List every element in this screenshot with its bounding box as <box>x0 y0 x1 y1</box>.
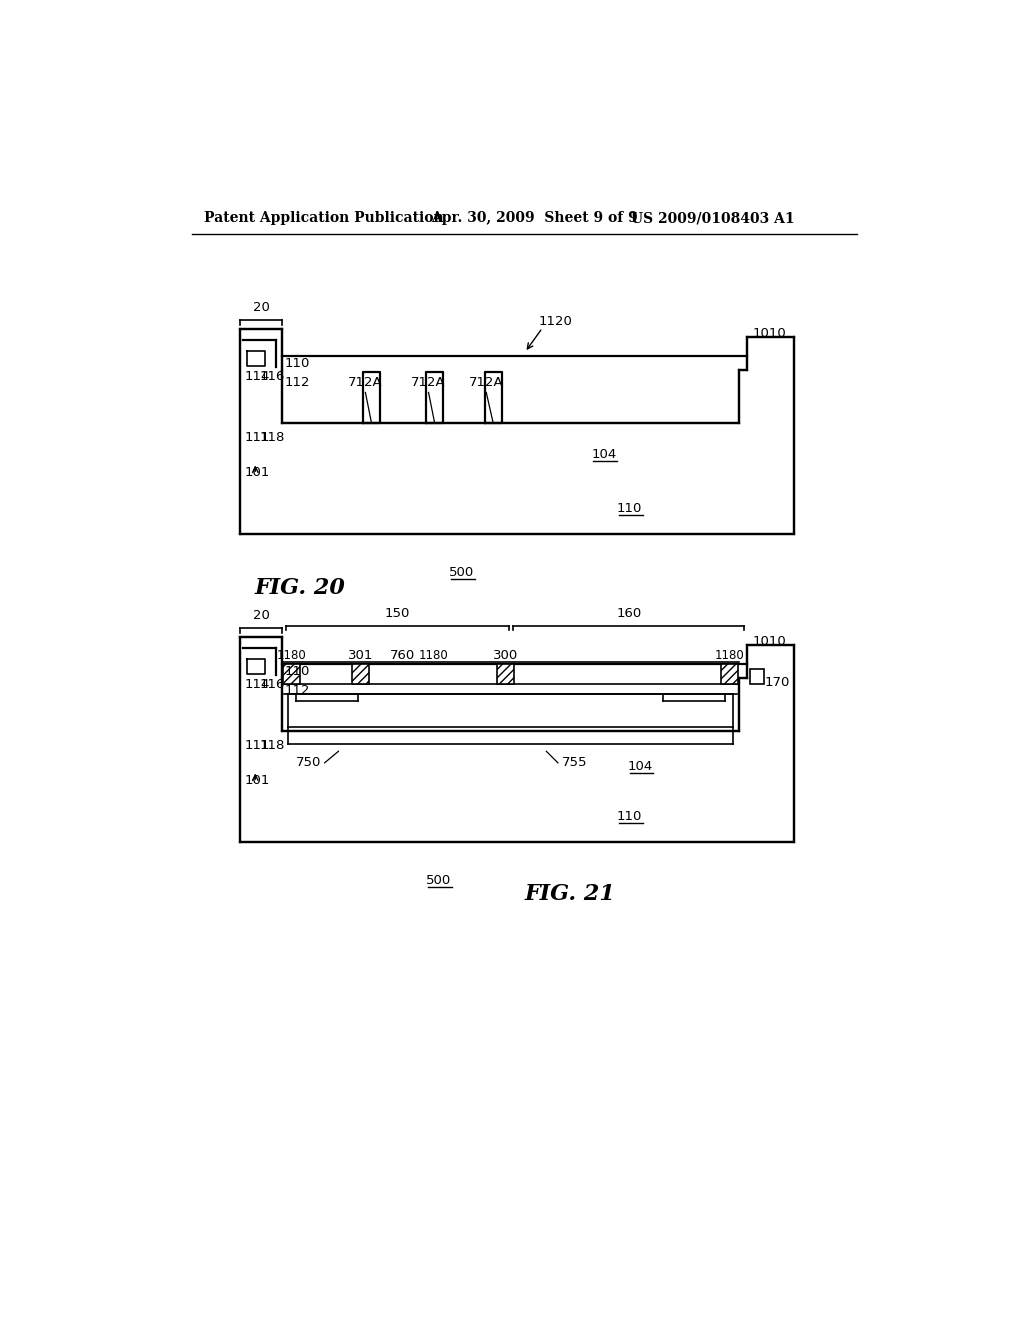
Bar <box>352 664 370 684</box>
Text: 111: 111 <box>245 430 270 444</box>
Text: 104: 104 <box>628 760 653 774</box>
Text: 20: 20 <box>253 301 269 314</box>
Text: 101: 101 <box>245 466 270 479</box>
Text: 300: 300 <box>493 649 518 663</box>
Text: 500: 500 <box>426 874 452 887</box>
Text: 118: 118 <box>259 430 285 444</box>
Text: 110: 110 <box>616 810 642 824</box>
Text: 114: 114 <box>245 677 270 690</box>
Bar <box>283 664 300 684</box>
Text: 114: 114 <box>245 370 270 383</box>
Text: 118: 118 <box>259 739 285 751</box>
Polygon shape <box>240 330 795 535</box>
Text: 1180: 1180 <box>276 649 306 663</box>
Text: 112: 112 <box>285 376 310 389</box>
Bar <box>497 664 514 684</box>
Text: 1010: 1010 <box>753 635 786 648</box>
Text: 110: 110 <box>616 502 642 515</box>
Text: 116: 116 <box>259 370 285 383</box>
Text: 712A: 712A <box>348 376 383 388</box>
Text: 112: 112 <box>285 684 310 697</box>
Text: Patent Application Publication: Patent Application Publication <box>204 211 443 226</box>
Text: 110: 110 <box>285 665 310 678</box>
Text: US 2009/0108403 A1: US 2009/0108403 A1 <box>631 211 795 226</box>
Text: 1120: 1120 <box>539 315 572 329</box>
Text: 160: 160 <box>616 607 641 620</box>
Text: 712A: 712A <box>412 376 445 388</box>
Text: 104: 104 <box>592 449 616 462</box>
Text: 150: 150 <box>385 607 411 620</box>
Text: 760: 760 <box>390 649 415 663</box>
Bar <box>721 664 738 684</box>
Text: 750: 750 <box>296 756 322 770</box>
Text: FIG. 21: FIG. 21 <box>524 883 614 904</box>
Text: 500: 500 <box>450 566 474 579</box>
Text: 111: 111 <box>245 739 270 751</box>
Text: 20: 20 <box>253 609 269 622</box>
Text: 116: 116 <box>259 677 285 690</box>
Text: Apr. 30, 2009  Sheet 9 of 9: Apr. 30, 2009 Sheet 9 of 9 <box>431 211 638 226</box>
Bar <box>750 669 764 684</box>
Polygon shape <box>240 638 795 842</box>
Text: 301: 301 <box>348 649 374 663</box>
Text: 1180: 1180 <box>418 649 449 663</box>
Text: 755: 755 <box>562 756 587 770</box>
Text: 712A: 712A <box>469 376 504 388</box>
Text: 170: 170 <box>765 676 791 689</box>
Text: 110: 110 <box>285 358 310 371</box>
Text: FIG. 20: FIG. 20 <box>255 577 345 599</box>
Text: 101: 101 <box>245 774 270 787</box>
Text: 1010: 1010 <box>753 327 786 341</box>
Text: 1180: 1180 <box>715 649 744 663</box>
